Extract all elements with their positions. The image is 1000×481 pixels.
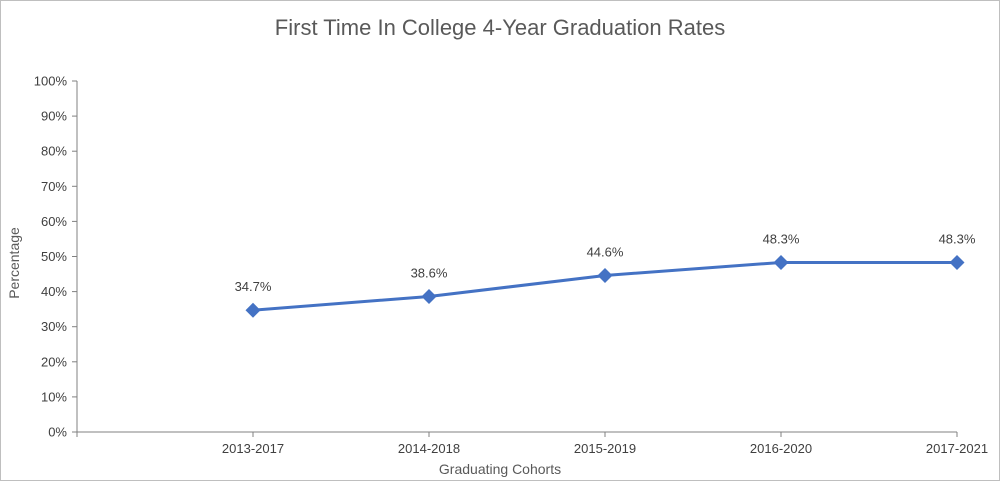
- x-axis-label: Graduating Cohorts: [439, 461, 561, 477]
- x-tick-label: 2015-2019: [574, 441, 636, 456]
- y-axis-label: Percentage: [6, 227, 22, 299]
- data-label: 38.6%: [411, 266, 448, 281]
- data-point-marker: [245, 302, 261, 318]
- y-tick-label: 50%: [41, 249, 67, 264]
- y-tick-label: 100%: [34, 74, 68, 89]
- y-ticks: 0% 10% 20% 30% 40% 50% 60% 70% 80% 90% 100%: [34, 74, 77, 440]
- y-tick-label: 90%: [41, 109, 67, 124]
- y-tick-label: 0%: [48, 425, 67, 440]
- data-label: 48.3%: [763, 231, 800, 246]
- series-group: [245, 254, 965, 318]
- data-point-marker: [597, 267, 613, 283]
- axes: [76, 81, 957, 433]
- y-tick-label: 10%: [41, 389, 67, 404]
- x-tick-label: 2014-2018: [398, 441, 460, 456]
- chart-title: First Time In College 4-Year Graduation …: [275, 15, 725, 40]
- y-tick-label: 20%: [41, 354, 67, 369]
- data-label: 34.7%: [235, 279, 272, 294]
- y-tick-label: 60%: [41, 214, 67, 229]
- x-ticks: 2013-2017 2014-2018 2015-2019 2016-2020 2017…: [76, 432, 988, 456]
- x-tick-label: 2017-2021: [926, 441, 988, 456]
- x-tick-label: 2013-2017: [222, 441, 284, 456]
- data-labels: 34.7% 38.6% 44.6% 48.3% 48.3%: [235, 231, 976, 294]
- data-label: 48.3%: [939, 231, 976, 246]
- x-tick-label: 2016-2020: [750, 441, 812, 456]
- data-point-marker: [773, 254, 789, 270]
- data-point-marker: [949, 254, 965, 270]
- y-tick-label: 40%: [41, 284, 67, 299]
- y-tick-label: 70%: [41, 179, 67, 194]
- data-label: 44.6%: [587, 244, 624, 259]
- data-point-marker: [421, 289, 437, 305]
- y-tick-label: 30%: [41, 319, 67, 334]
- y-tick-label: 80%: [41, 144, 67, 159]
